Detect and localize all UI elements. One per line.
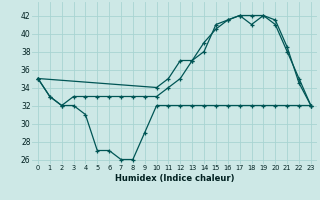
X-axis label: Humidex (Indice chaleur): Humidex (Indice chaleur)	[115, 174, 234, 183]
